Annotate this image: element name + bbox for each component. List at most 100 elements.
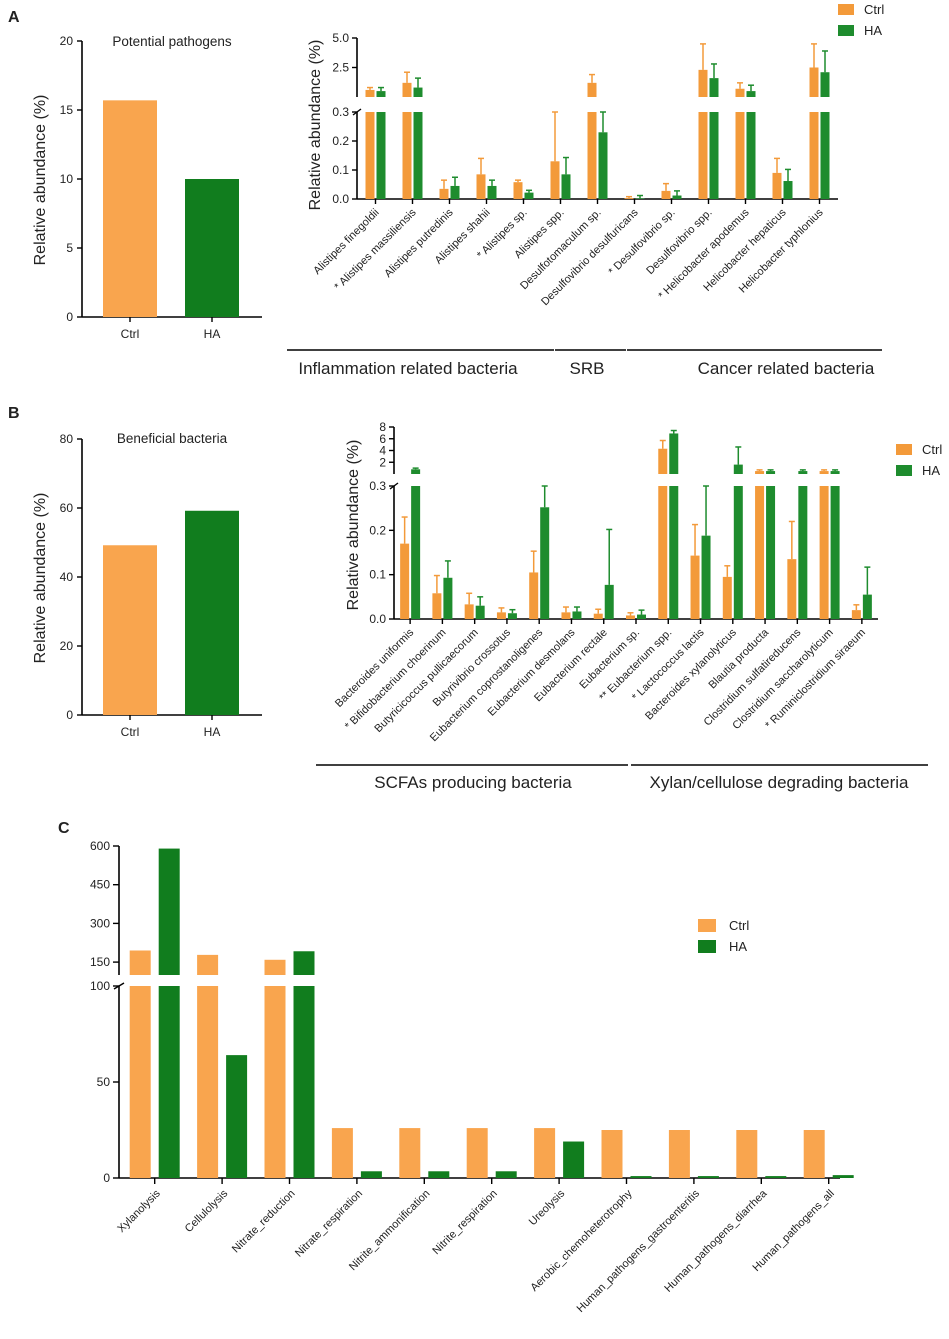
panel-label-b: B xyxy=(8,405,20,422)
b-right-bar-ctrl xyxy=(529,572,539,619)
b-right-y-tick-label: 0.2 xyxy=(369,523,386,537)
b-right-bar-ctrl xyxy=(851,610,861,619)
a-right-bar-ha xyxy=(561,174,571,199)
a-right-ylabel: Relative abundance (%) xyxy=(307,40,324,211)
c-y-tick-label: 600 xyxy=(90,839,110,853)
b-right-bar-ha xyxy=(798,486,808,619)
b-right-y-tick-label: 4 xyxy=(379,444,386,458)
group-label-srb: SRB xyxy=(570,359,605,378)
c-bar-ctrl xyxy=(601,1130,623,1178)
a-right-y-tick-label: 5.0 xyxy=(332,31,349,45)
b-right-bar-ha-upper xyxy=(798,471,808,474)
b-right-ylabel: Relative abundance (%) xyxy=(345,440,362,611)
b-right-bar-ctrl xyxy=(787,559,797,619)
b-legend-label-ctrl: Ctrl xyxy=(922,442,942,457)
c-bar-ha xyxy=(563,1141,585,1178)
b-right-bar-ctrl xyxy=(658,486,668,619)
a-legend-swatch-ctrl xyxy=(838,4,854,15)
c-bar-ha xyxy=(226,1055,248,1178)
a-right-bar-ctrl xyxy=(587,112,597,199)
b-right-bar-ha-upper xyxy=(411,469,421,474)
c-bar-ha xyxy=(832,1175,854,1178)
a-right-bar-ha xyxy=(746,112,756,199)
group-label-scfas: SCFAs producing bacteria xyxy=(374,773,572,792)
b-right-bar-ha xyxy=(862,594,872,619)
b-right-bar-ha xyxy=(443,577,453,619)
a-right-x-tick-label: * Desulfovibrio sp. xyxy=(606,207,677,278)
a-left-y-tick-label: 10 xyxy=(60,172,74,186)
c-bar-ha xyxy=(697,1176,719,1178)
a-right-bar-ctrl xyxy=(772,172,782,199)
c-bar-ha-upper xyxy=(158,848,180,975)
b-legend-label-ha: HA xyxy=(922,463,940,478)
a-right-bar-ha xyxy=(672,195,682,199)
b-right-bar-ctrl-upper xyxy=(755,471,765,474)
b-right-bar-ha xyxy=(701,535,711,619)
a-right-bar-ha xyxy=(783,181,793,199)
b-right-bar-ctrl xyxy=(400,543,410,619)
b-right-bar-ha xyxy=(507,613,517,619)
c-legend-swatch-ha xyxy=(698,940,716,953)
b-right-bar-ctrl xyxy=(819,486,829,619)
b-right-y-tick-label: 0.1 xyxy=(369,568,386,582)
a-right-bar-ha-upper xyxy=(413,87,423,97)
a-right-bar-ha xyxy=(487,185,497,199)
c-x-tick-label: Ureolysis xyxy=(527,1187,568,1228)
c-bar-ha xyxy=(495,1171,517,1178)
b-legend-swatch-ha xyxy=(896,465,912,476)
a-right-bar-ha xyxy=(635,198,645,199)
b-left-title: Beneficial bacteria xyxy=(117,431,228,446)
b-right-bar-ha xyxy=(733,486,743,619)
b-right-y-tick-label: 2 xyxy=(379,455,386,469)
c-bar-ha xyxy=(428,1171,450,1178)
c-legend: Ctrl HA xyxy=(698,918,749,954)
a-right-bar-ha-upper xyxy=(709,78,719,97)
c-bar-ha xyxy=(158,986,180,1178)
group-label-xylan: Xylan/cellulose degrading bacteria xyxy=(650,773,909,792)
panel-label-c: C xyxy=(58,820,70,837)
c-bar-ctrl xyxy=(399,1128,421,1178)
c-bar-ctrl xyxy=(331,1128,353,1178)
b-right-bar-ha-upper xyxy=(766,471,776,474)
a-legend-swatch-ha xyxy=(838,25,854,36)
b-left-bar-ctrl xyxy=(103,545,157,715)
a-right-bar-ha xyxy=(376,112,386,199)
b-right-bar-ha xyxy=(766,486,776,619)
c-legend-swatch-ctrl xyxy=(698,919,716,932)
a-right-bar-ctrl-upper xyxy=(735,88,745,97)
a-right-x-tick-label: Desulfovibrio spp. xyxy=(644,207,714,277)
b-legend: Ctrl HA xyxy=(896,442,942,478)
c-x-tick-label: Nitrate_reduction xyxy=(230,1188,298,1256)
a-legend: Ctrl HA xyxy=(838,2,884,38)
a-right-bar-ha-upper xyxy=(820,72,830,97)
a-right-bar-ctrl-upper xyxy=(809,67,819,97)
a-right-y-tick-label: 0.3 xyxy=(332,105,349,119)
a-right-bar-ctrl xyxy=(661,190,671,199)
c-legend-label-ha: HA xyxy=(729,939,747,954)
a-right-bar-ctrl xyxy=(513,182,523,199)
b-left-ylabel: Relative abundance (%) xyxy=(32,493,49,664)
c-y-tick-label: 150 xyxy=(90,955,110,969)
a-legend-label-ha: HA xyxy=(864,23,882,38)
b-right-bar-ha-upper xyxy=(733,464,743,474)
a-right-bar-ha xyxy=(413,112,423,199)
b-right-bar-ha-upper xyxy=(669,433,679,474)
b-right-bar-ctrl xyxy=(432,593,442,619)
b-left-y-tick-label: 60 xyxy=(60,501,74,515)
c-bar-ctrl-upper xyxy=(197,954,219,975)
a-right-bar-ctrl xyxy=(476,174,486,199)
a-left-bar-ha xyxy=(185,179,239,317)
a-right-bar-ha xyxy=(450,185,460,199)
c-bar-ha-upper xyxy=(293,951,315,975)
b-right-y-tick-label: 6 xyxy=(379,432,386,446)
c-x-tick-label: Nitrite_respiration xyxy=(430,1188,499,1257)
c-x-tick-label: Xylanolysis xyxy=(115,1187,163,1235)
b-right-bar-ha xyxy=(540,507,550,619)
a-right-bar-ctrl xyxy=(439,188,449,199)
a-right-y-tick-label: 0.1 xyxy=(332,163,349,177)
c-y-tick-label: 0 xyxy=(103,1171,110,1185)
a-left-y-tick-label: 0 xyxy=(66,310,73,324)
a-right-bar-ctrl xyxy=(698,112,708,199)
